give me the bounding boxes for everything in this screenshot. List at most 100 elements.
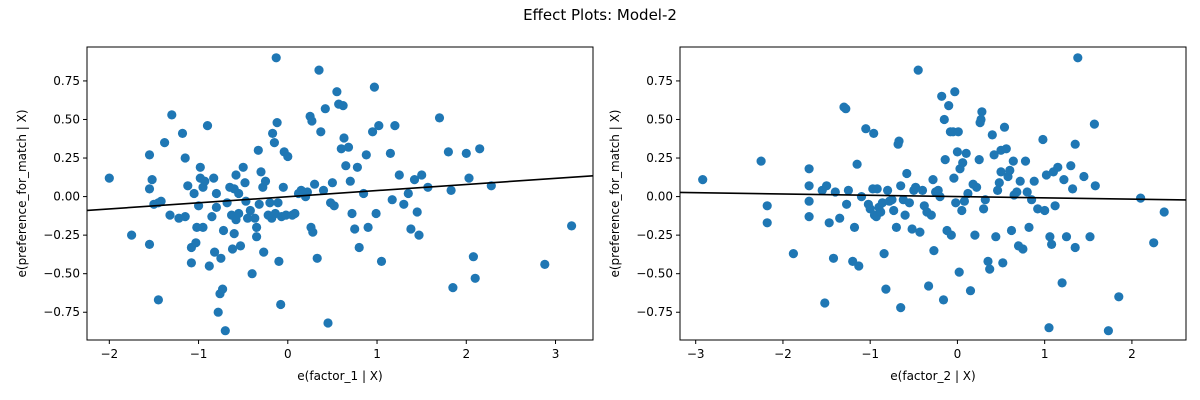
data-point xyxy=(762,201,772,211)
data-point xyxy=(1090,181,1100,191)
x-tick-label: −2 xyxy=(100,347,118,361)
x-tick-label: 1 xyxy=(373,347,381,361)
data-point xyxy=(265,198,275,208)
data-point xyxy=(928,175,938,185)
data-point xyxy=(374,121,384,131)
data-point xyxy=(403,188,413,199)
data-point xyxy=(540,259,550,269)
data-point xyxy=(1070,139,1080,149)
data-point xyxy=(177,128,188,138)
data-point xyxy=(308,227,318,237)
data-point xyxy=(994,178,1004,188)
data-point xyxy=(881,284,891,294)
data-point xyxy=(202,121,213,131)
axes-frame xyxy=(679,46,1187,341)
data-point xyxy=(843,185,854,195)
data-point xyxy=(879,249,889,259)
data-point xyxy=(983,256,993,266)
data-point xyxy=(222,198,232,208)
data-point xyxy=(361,150,371,160)
data-point xyxy=(1018,244,1028,254)
x-tick-label: −1 xyxy=(190,347,208,361)
data-point xyxy=(213,307,223,317)
data-point xyxy=(951,198,961,208)
y-tick-label: 0.50 xyxy=(646,112,673,126)
x-tick-label: 0 xyxy=(284,347,292,361)
data-point xyxy=(1061,232,1072,242)
data-point xyxy=(883,185,893,195)
y-tick-label: 0.25 xyxy=(53,151,80,165)
data-point xyxy=(1033,204,1043,214)
data-point xyxy=(1114,292,1124,302)
data-point xyxy=(354,242,364,253)
fit-line xyxy=(679,191,1187,201)
data-point xyxy=(961,148,971,158)
data-point xyxy=(363,222,373,232)
data-point xyxy=(979,204,989,214)
data-point xyxy=(446,185,456,195)
data-point xyxy=(310,179,320,189)
data-point xyxy=(211,188,221,199)
data-point xyxy=(234,208,244,219)
data-point xyxy=(944,101,954,111)
data-point xyxy=(1070,242,1080,253)
x-tick-label: 1 xyxy=(1041,347,1049,361)
data-point xyxy=(958,158,968,168)
data-point xyxy=(1041,170,1051,180)
data-point xyxy=(268,128,278,138)
data-point xyxy=(1059,175,1069,185)
data-point xyxy=(347,208,357,219)
data-point xyxy=(167,110,177,120)
data-point xyxy=(1045,232,1055,242)
data-point xyxy=(272,118,282,128)
data-point xyxy=(876,207,886,217)
data-point xyxy=(946,230,956,240)
data-point xyxy=(970,230,980,240)
data-point xyxy=(269,138,279,148)
data-point xyxy=(409,175,420,185)
data-point xyxy=(434,113,445,123)
data-point xyxy=(180,212,190,222)
data-point xyxy=(147,175,157,185)
data-point xyxy=(856,192,867,202)
data-point xyxy=(345,176,355,186)
scatter-panel-right: −3 −2 −1 0 1 2 −0.75 −0.50 −0.25 0.00 0.25 0.50 0.75… xyxy=(608,46,1187,383)
data-point xyxy=(218,225,229,236)
data-point xyxy=(998,258,1008,268)
data-point xyxy=(368,127,378,137)
data-point xyxy=(1149,238,1159,248)
data-point xyxy=(762,218,772,228)
data-point xyxy=(938,295,949,305)
data-point xyxy=(929,246,939,256)
data-point xyxy=(861,124,871,134)
figure-title: Effect Plots: Model-2 xyxy=(523,6,677,24)
data-point xyxy=(235,241,246,251)
data-point xyxy=(1005,165,1015,175)
data-point xyxy=(376,256,387,266)
data-point xyxy=(253,145,263,155)
data-point xyxy=(475,144,485,154)
y-tick-label: −0.75 xyxy=(43,305,80,319)
data-point xyxy=(1047,239,1057,249)
data-point xyxy=(216,253,226,263)
data-point xyxy=(256,167,266,177)
data-point xyxy=(991,232,1001,242)
data-point xyxy=(283,151,293,162)
x-tick-label: −2 xyxy=(774,347,792,361)
data-point xyxy=(869,128,879,138)
data-point xyxy=(209,173,219,183)
y-tick-label: 0.75 xyxy=(53,74,80,88)
data-point xyxy=(977,107,987,117)
data-point xyxy=(165,210,175,220)
data-point xyxy=(877,198,888,208)
data-point xyxy=(307,116,317,126)
data-point xyxy=(804,181,814,191)
data-point xyxy=(824,218,834,228)
data-point xyxy=(985,264,995,274)
data-point xyxy=(240,178,250,188)
data-point xyxy=(406,224,416,234)
data-point xyxy=(369,82,379,92)
data-point xyxy=(464,173,474,183)
data-point xyxy=(318,185,329,195)
